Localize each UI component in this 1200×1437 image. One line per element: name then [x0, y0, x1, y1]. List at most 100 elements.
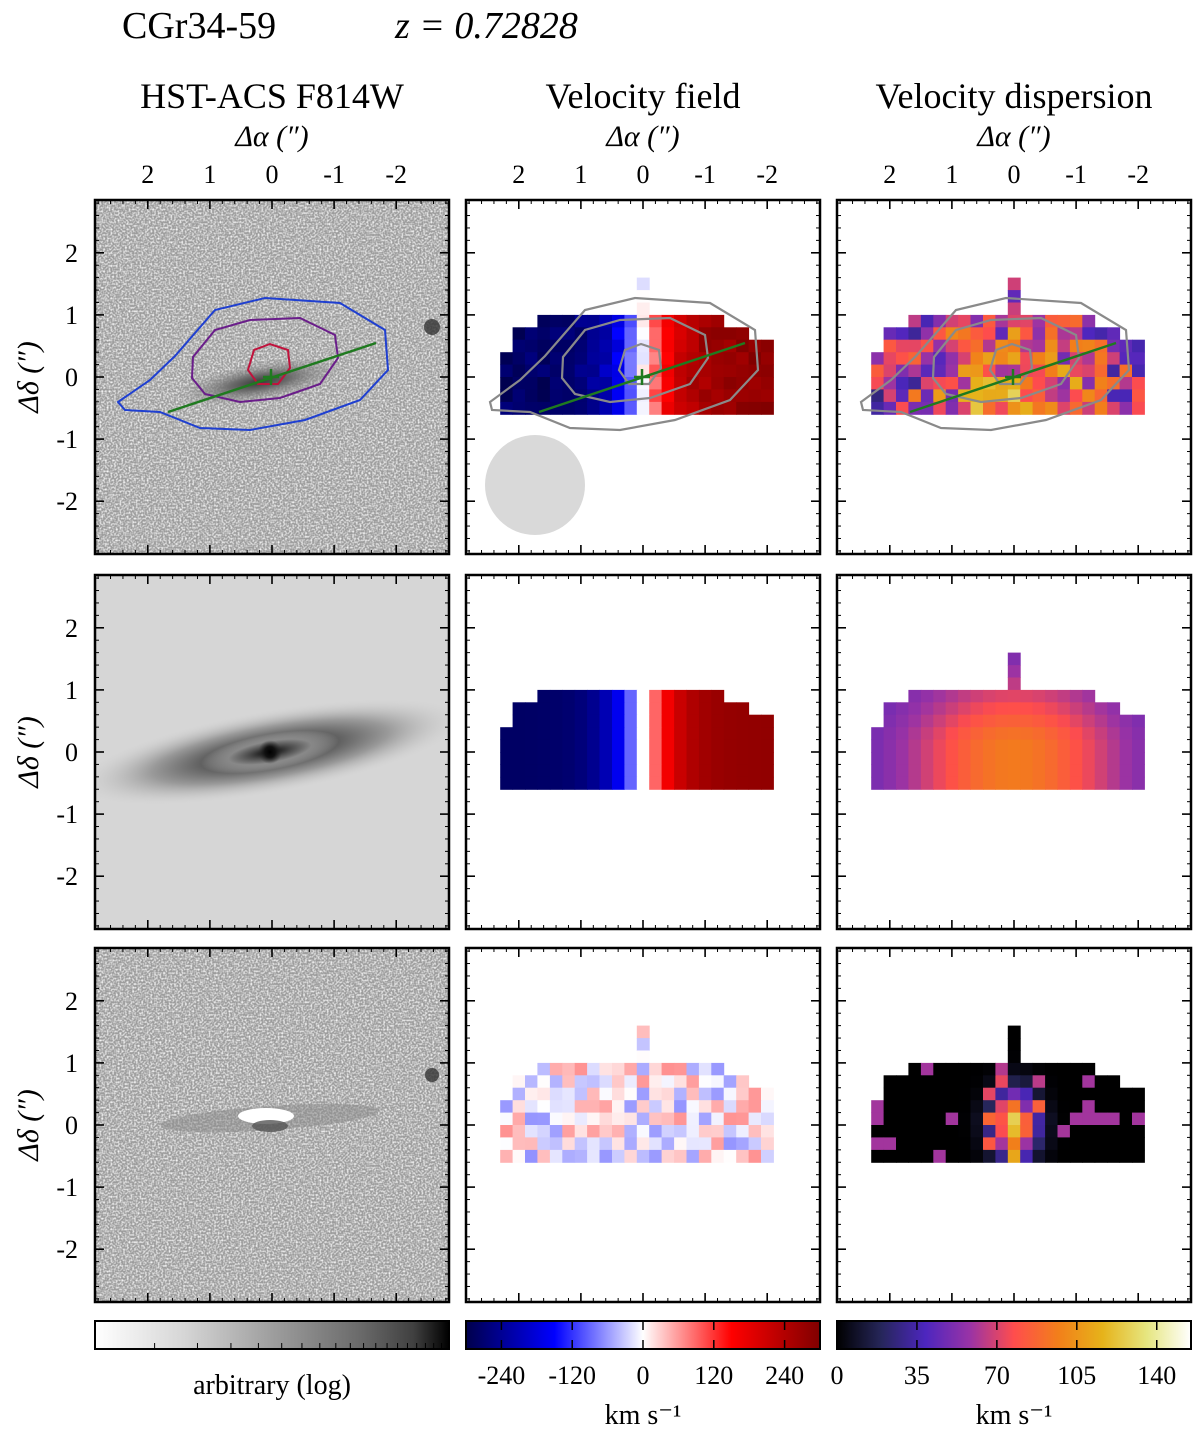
map-pixel: [698, 1062, 712, 1076]
map-pixel: [723, 1125, 737, 1138]
map-pixel: [1007, 314, 1021, 328]
map-pixel: [612, 776, 625, 790]
map-pixel: [599, 752, 613, 765]
map-pixel: [1094, 1137, 1108, 1151]
map-pixel: [674, 752, 687, 765]
map-pixel: [883, 401, 897, 415]
map-pixel: [933, 702, 947, 716]
panel-hst-contours: [116, 296, 390, 432]
map-pixel: [920, 727, 934, 741]
map-pixel: [649, 689, 663, 703]
map-pixel: [1045, 1075, 1058, 1089]
map-pixel: [1107, 1112, 1121, 1126]
map-pixel: [1007, 702, 1021, 716]
map-pixel: [1007, 689, 1021, 703]
map-pixel: [587, 1062, 600, 1076]
map-pixel: [723, 739, 737, 753]
map-pixel: [920, 1112, 934, 1126]
map-pixel: [549, 377, 563, 390]
map-pixel: [698, 764, 712, 778]
map-pixel: [908, 1100, 922, 1114]
map-pixel: [908, 1137, 922, 1151]
center-cross: [263, 369, 279, 385]
map-pixel: [1032, 1149, 1046, 1163]
map-pixel: [1132, 1112, 1145, 1126]
map-pixel: [1045, 764, 1058, 778]
map-pixel: [612, 401, 625, 415]
colorbar-tick-label: 105: [1057, 1361, 1096, 1390]
map-pixel: [1045, 1100, 1058, 1114]
map-pixel: [624, 1137, 638, 1151]
map-pixel: [624, 1112, 638, 1126]
map-pixel: [674, 702, 687, 716]
map-pixel: [649, 1075, 663, 1089]
map-pixel: [896, 352, 909, 366]
map-pixel: [525, 1125, 538, 1138]
map-pixel: [1132, 339, 1145, 353]
map-pixel: [562, 714, 576, 728]
x-tick-label: -1: [1065, 160, 1087, 189]
map-pixel: [736, 1149, 750, 1163]
map-pixel: [1082, 752, 1096, 765]
map-pixel: [933, 1112, 947, 1126]
map-pixel: [574, 714, 588, 728]
colorbar-tick-label: 0: [637, 1361, 650, 1390]
map-pixel: [587, 764, 600, 778]
map-pixel: [1132, 401, 1145, 415]
map-pixel: [500, 377, 514, 390]
map-pixel: [624, 1149, 638, 1163]
map-pixel: [908, 702, 922, 716]
map-pixel: [698, 1112, 712, 1126]
map-pixel: [723, 1137, 737, 1151]
map-pixel: [549, 714, 563, 728]
map-pixel: [1107, 377, 1121, 390]
map-pixel: [1094, 1075, 1108, 1089]
map-pixel: [1020, 1149, 1034, 1163]
map-pixel: [624, 714, 638, 728]
map-pixel: [1069, 377, 1083, 390]
map-pixel: [1132, 1125, 1145, 1138]
map-pixel: [1132, 1149, 1145, 1163]
map-pixel: [995, 1062, 1009, 1076]
map-pixel: [1007, 401, 1021, 415]
map-pixel: [958, 1149, 971, 1163]
map-pixel: [945, 1062, 959, 1076]
map-pixel: [958, 1125, 971, 1138]
map-pixel: [908, 1087, 922, 1101]
map-pixel: [1132, 364, 1145, 378]
map-pixel: [674, 1112, 687, 1126]
map-pixel: [512, 377, 526, 390]
map-pixel: [1082, 702, 1096, 716]
map-pixel: [674, 327, 687, 341]
map-pixel: [1020, 1062, 1034, 1076]
map-pixel: [512, 327, 526, 341]
map-pixel: [883, 1125, 897, 1138]
map-pixel: [562, 727, 576, 741]
map-pixel: [761, 339, 774, 353]
map-pixel: [1107, 776, 1121, 790]
map-pixel: [500, 776, 514, 790]
map-pixel: [995, 1149, 1009, 1163]
map-pixel: [574, 1137, 588, 1151]
map-pixel: [636, 714, 650, 728]
map-pixel: [1069, 764, 1083, 778]
map-pixel: [995, 314, 1009, 328]
map-pixel: [649, 1087, 663, 1101]
map-pixel: [1020, 1100, 1034, 1114]
map-pixel: [562, 1112, 576, 1126]
map-pixel: [525, 1149, 538, 1163]
map-pixel: [1069, 314, 1083, 328]
map-pixel: [1132, 714, 1145, 728]
map-pixel: [970, 1137, 984, 1151]
map-pixel: [983, 764, 996, 778]
map-pixel: [761, 714, 774, 728]
map-pixel: [624, 1125, 638, 1138]
map-pixel: [612, 727, 625, 741]
map-pixel: [587, 1087, 600, 1101]
y-tick-label: 1: [65, 1049, 78, 1078]
map-pixel: [983, 1100, 996, 1114]
x-tick-label: 1: [203, 160, 216, 189]
map-pixel: [736, 702, 750, 716]
map-pixel: [945, 764, 959, 778]
map-pixel: [761, 352, 774, 366]
